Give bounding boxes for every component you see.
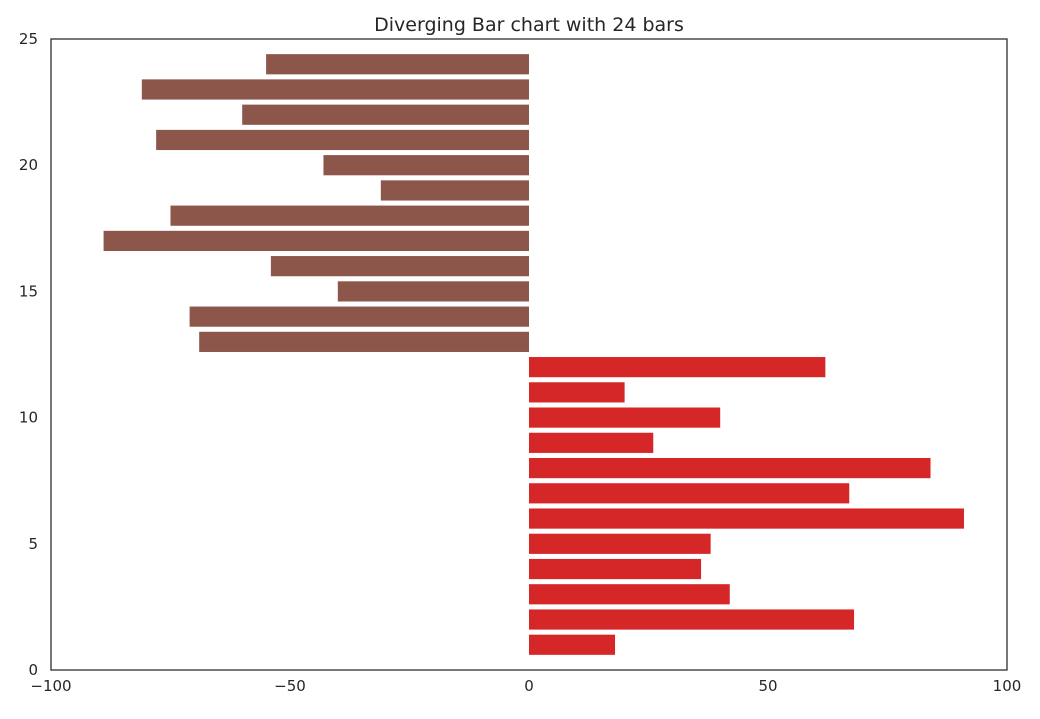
x-tick-label: 50 [758, 677, 777, 695]
bar-5 [529, 533, 711, 554]
bar-9 [529, 432, 654, 453]
y-tick-label: 5 [28, 535, 38, 553]
bar-21 [156, 129, 529, 151]
bar-10 [529, 407, 721, 428]
bar-18 [170, 205, 529, 226]
bar-1 [529, 634, 616, 655]
bars-layer [103, 54, 964, 655]
bar-17 [103, 230, 529, 252]
y-tick-label: 20 [19, 156, 38, 174]
y-tick-label: 25 [19, 30, 38, 48]
bar-11 [529, 382, 625, 403]
bar-19 [380, 180, 529, 201]
x-tick-label: 100 [993, 677, 1022, 695]
x-tick-label: 0 [524, 677, 534, 695]
bar-15 [337, 281, 529, 302]
bar-7 [529, 483, 850, 504]
bar-16 [270, 256, 529, 277]
bar-3 [529, 584, 730, 605]
bar-23 [141, 79, 529, 100]
bar-22 [242, 104, 529, 125]
chart-title: Diverging Bar chart with 24 bars [374, 14, 684, 36]
plot-frame [50, 38, 1008, 671]
bar-6 [529, 508, 964, 529]
bar-24 [266, 54, 529, 75]
x-tick-label: −50 [274, 677, 306, 695]
bar-14 [189, 306, 529, 327]
bar-20 [323, 155, 529, 176]
bar-13 [199, 331, 529, 352]
bar-4 [529, 558, 702, 580]
x-tick-label: −100 [30, 677, 71, 695]
bar-8 [529, 457, 931, 479]
bar-12 [529, 357, 826, 378]
y-tick-label: 15 [19, 282, 38, 300]
ticks-layer: −100 −50 0 50 100 0 5 10 15 20 25 [19, 30, 1021, 695]
y-tick-label: 10 [19, 409, 38, 427]
bar-2 [529, 609, 855, 630]
y-tick-label: 0 [28, 661, 38, 679]
